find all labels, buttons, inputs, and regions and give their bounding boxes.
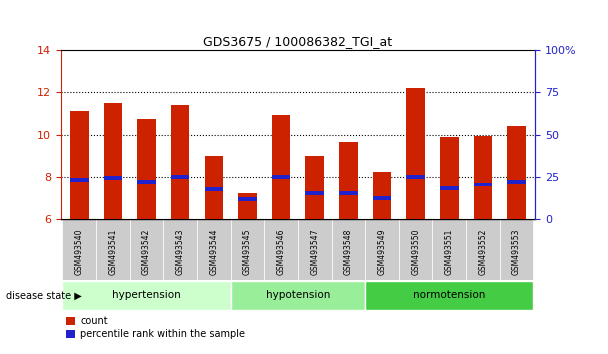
Text: GSM493551: GSM493551 <box>445 229 454 275</box>
Text: hypertension: hypertension <box>112 290 181 300</box>
Bar <box>104 103 122 219</box>
Bar <box>432 219 466 280</box>
Bar <box>171 175 190 179</box>
Bar <box>238 193 257 219</box>
Bar <box>70 178 89 182</box>
Bar <box>104 176 122 180</box>
Bar <box>305 156 324 219</box>
Bar <box>474 136 492 219</box>
Bar <box>272 115 291 219</box>
Text: GSM493541: GSM493541 <box>108 229 117 275</box>
Text: GSM493545: GSM493545 <box>243 229 252 275</box>
Text: GSM493540: GSM493540 <box>75 229 84 275</box>
Bar <box>63 281 230 310</box>
Bar <box>365 219 399 280</box>
Bar <box>331 219 365 280</box>
Bar <box>230 219 264 280</box>
Bar <box>373 196 392 200</box>
Bar <box>373 172 392 219</box>
Bar <box>406 175 425 179</box>
Bar <box>204 156 223 219</box>
Bar <box>63 219 96 280</box>
Text: hypotension: hypotension <box>266 290 330 300</box>
Bar <box>500 219 533 280</box>
Bar <box>507 181 526 184</box>
Bar <box>298 219 331 280</box>
Text: GSM493553: GSM493553 <box>512 229 521 275</box>
Text: GSM493548: GSM493548 <box>344 229 353 275</box>
Bar <box>230 281 365 310</box>
Bar <box>96 219 130 280</box>
Bar <box>164 219 197 280</box>
Text: GSM493550: GSM493550 <box>411 229 420 275</box>
Text: GSM493542: GSM493542 <box>142 229 151 275</box>
Text: GSM493544: GSM493544 <box>209 229 218 275</box>
Bar <box>365 281 533 310</box>
Text: disease state ▶: disease state ▶ <box>6 291 82 301</box>
Bar <box>70 111 89 219</box>
Bar <box>238 198 257 201</box>
Text: GSM493543: GSM493543 <box>176 229 185 275</box>
Bar <box>440 137 458 219</box>
Text: normotension: normotension <box>413 290 485 300</box>
Bar <box>305 191 324 195</box>
Text: GSM493547: GSM493547 <box>310 229 319 275</box>
Bar <box>204 187 223 190</box>
Bar <box>130 219 164 280</box>
Legend: count, percentile rank within the sample: count, percentile rank within the sample <box>66 316 245 339</box>
Bar <box>507 126 526 219</box>
Bar <box>171 105 190 219</box>
Bar <box>264 219 298 280</box>
Bar <box>474 183 492 186</box>
Bar <box>339 142 358 219</box>
Bar <box>406 88 425 219</box>
Bar <box>440 186 458 189</box>
Bar <box>137 181 156 184</box>
Bar <box>339 191 358 195</box>
Title: GDS3675 / 100086382_TGI_at: GDS3675 / 100086382_TGI_at <box>203 35 393 48</box>
Bar <box>137 119 156 219</box>
Bar <box>399 219 432 280</box>
Bar <box>197 219 230 280</box>
Bar <box>272 175 291 179</box>
Bar <box>466 219 500 280</box>
Text: GSM493546: GSM493546 <box>277 229 286 275</box>
Text: GSM493552: GSM493552 <box>478 229 488 275</box>
Text: GSM493549: GSM493549 <box>378 229 387 275</box>
